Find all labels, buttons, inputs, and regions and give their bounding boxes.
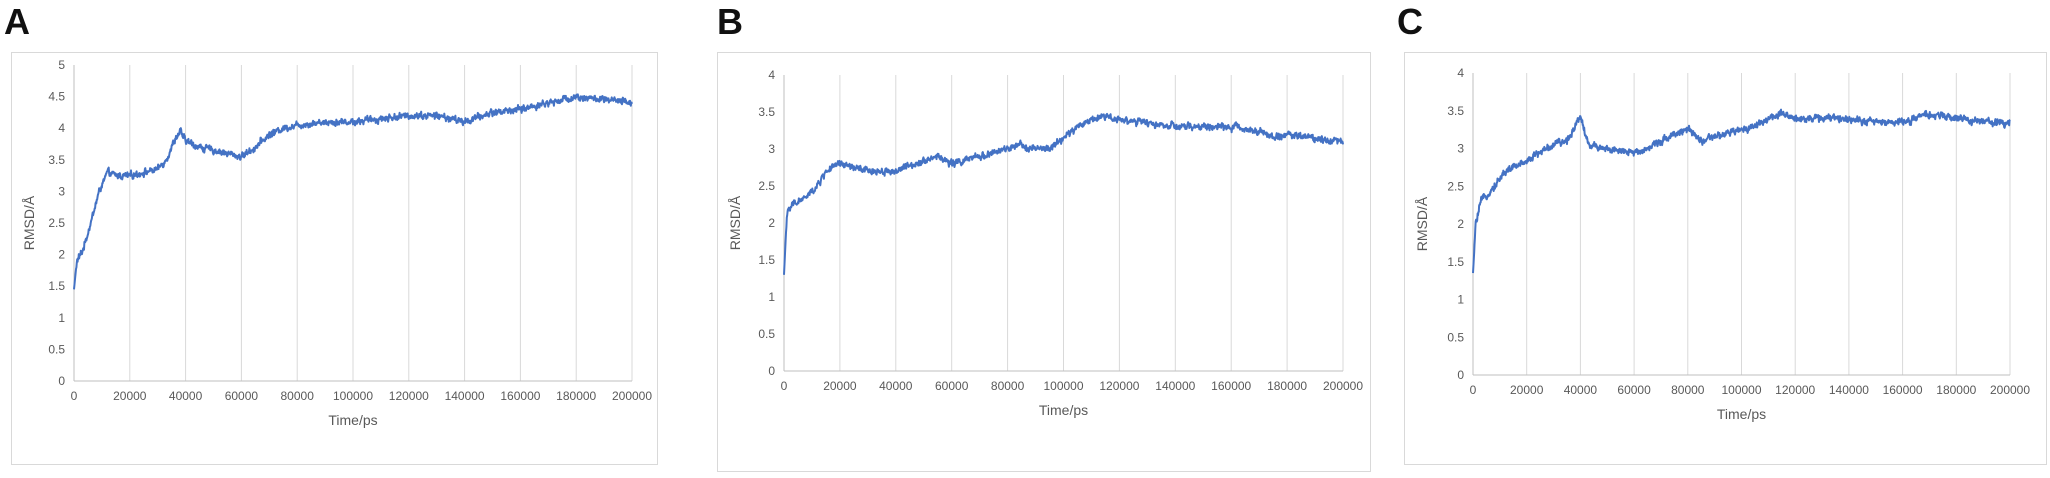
- y-tick-label: 2: [768, 216, 775, 230]
- x-tick-label: 20000: [1510, 383, 1544, 397]
- y-tick-label: 3.5: [1447, 104, 1464, 118]
- x-tick-label: 60000: [1617, 383, 1651, 397]
- rmsd-series-line-c: [1472, 108, 2011, 274]
- y-tick-label: 5: [58, 58, 65, 72]
- y-tick-label: 0: [58, 374, 65, 388]
- x-tick-label: 40000: [879, 379, 913, 393]
- y-tick-label: 4: [1457, 66, 1464, 80]
- y-tick-label: 3: [58, 184, 65, 198]
- y-tick-label: 0.5: [758, 327, 775, 341]
- y-tick-label: 0: [1457, 368, 1464, 382]
- panel-letter-b: B: [717, 1, 743, 42]
- y-tick-label: 3: [1457, 142, 1464, 156]
- x-tick-label: 140000: [445, 389, 485, 403]
- y-tick-label: 1: [768, 290, 775, 304]
- x-tick-label: 200000: [612, 389, 652, 403]
- x-tick-label: 200000: [1323, 379, 1363, 393]
- x-tick-label: 0: [1470, 383, 1477, 397]
- x-tick-label: 0: [781, 379, 788, 393]
- y-tick-label: 1.5: [48, 279, 65, 293]
- x-tick-label: 160000: [1883, 383, 1923, 397]
- y-tick-label: 2.5: [758, 179, 775, 193]
- y-tick-label: 2.5: [1447, 179, 1464, 193]
- chart-box-a: 0 0.5 1 1.5 2 2.5 3 3.5 4 4.5 5 0 20000 40000 60000 800…: [11, 52, 658, 465]
- rmsd-chart-a: 0 0.5 1 1.5 2 2.5 3 3.5 4 4.5 5 0 20000 40000 60000 800…: [21, 58, 652, 428]
- x-tick-label: 40000: [169, 389, 203, 403]
- y-tick-label: 2: [58, 248, 65, 262]
- rmsd-chart-c: 0 0.5 1 1.5 2 2.5 3 3.5 4 0 20000 40000 60000 80000 10…: [1414, 66, 2030, 422]
- y-tick-label: 4: [58, 121, 65, 135]
- x-tick-label: 60000: [935, 379, 969, 393]
- x-tick-label: 80000: [281, 389, 315, 403]
- y-tick-label: 4: [768, 68, 775, 82]
- y-axis-label: RMSD/Å: [727, 195, 743, 250]
- y-tick-label: 3.5: [48, 153, 65, 167]
- x-tick-label: 160000: [500, 389, 540, 403]
- x-tick-label: 100000: [333, 389, 373, 403]
- x-tick-label: 100000: [1043, 379, 1083, 393]
- y-tick-label: 0.5: [1447, 330, 1464, 344]
- chart-box-c: 0 0.5 1 1.5 2 2.5 3 3.5 4 0 20000 40000 60000 80000 10…: [1404, 52, 2047, 465]
- panel-letter-a: A: [4, 1, 30, 42]
- y-tick-label: 0: [768, 364, 775, 378]
- x-tick-label: 120000: [389, 389, 429, 403]
- rmsd-chart-b: 0 0.5 1 1.5 2 2.5 3 3.5 4 0 20000 40000 60000 80000 10…: [727, 68, 1363, 418]
- x-tick-label: 20000: [113, 389, 147, 403]
- x-tick-label: 180000: [556, 389, 596, 403]
- y-tick-label: 3.5: [758, 105, 775, 119]
- panel-letter-c: C: [1397, 1, 1423, 42]
- y-tick-label: 1: [1457, 293, 1464, 307]
- y-axis-label: RMSD/Å: [1414, 196, 1430, 251]
- x-tick-label: 160000: [1211, 379, 1251, 393]
- chart-box-b: 0 0.5 1 1.5 2 2.5 3 3.5 4 0 20000 40000 60000 80000 10…: [717, 52, 1371, 472]
- x-tick-label: 180000: [1267, 379, 1307, 393]
- y-tick-label: 1.5: [758, 253, 775, 267]
- x-tick-label: 140000: [1829, 383, 1869, 397]
- y-axis-label: RMSD/Å: [21, 195, 37, 250]
- y-tick-label: 0.5: [48, 342, 65, 356]
- x-tick-label: 200000: [1990, 383, 2030, 397]
- x-axis-label: Time/ps: [1039, 402, 1088, 418]
- x-tick-label: 0: [71, 389, 78, 403]
- y-tick-label: 2.5: [48, 216, 65, 230]
- rmsd-series-line-a: [73, 93, 633, 290]
- rmsd-series-line-b: [783, 112, 1344, 275]
- x-axis-label: Time/ps: [328, 412, 377, 428]
- x-tick-label: 140000: [1155, 379, 1195, 393]
- x-tick-label: 120000: [1775, 383, 1815, 397]
- y-tick-label: 2: [1457, 217, 1464, 231]
- x-tick-label: 180000: [1936, 383, 1976, 397]
- x-axis-label: Time/ps: [1717, 406, 1766, 422]
- x-tick-label: 40000: [1564, 383, 1598, 397]
- y-tick-label: 1.5: [1447, 255, 1464, 269]
- y-tick-label: 1: [58, 311, 65, 325]
- x-tick-label: 60000: [225, 389, 259, 403]
- y-tick-label: 4.5: [48, 90, 65, 104]
- y-tick-label: 3: [768, 142, 775, 156]
- x-tick-label: 100000: [1721, 383, 1761, 397]
- x-tick-label: 120000: [1099, 379, 1139, 393]
- x-tick-label: 80000: [991, 379, 1025, 393]
- x-tick-label: 20000: [823, 379, 857, 393]
- x-tick-label: 80000: [1671, 383, 1705, 397]
